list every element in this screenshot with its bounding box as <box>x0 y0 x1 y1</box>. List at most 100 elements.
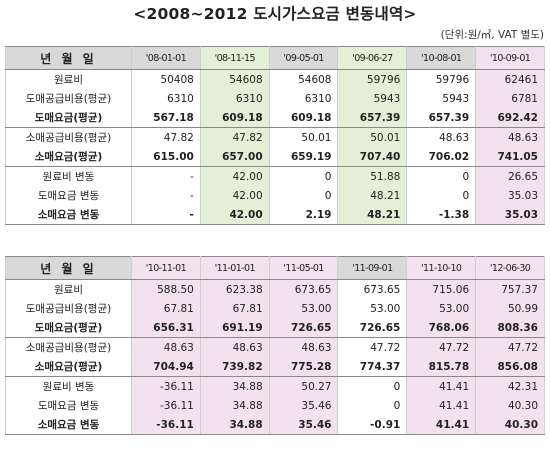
table-cell: 50.01 <box>337 127 408 147</box>
table-cell: 67.81 <box>131 299 201 318</box>
table-cell: 815.78 <box>406 357 477 377</box>
table-cell: 40.30 <box>475 415 545 435</box>
table-cell: - <box>131 205 201 225</box>
table-cell: 34.88 <box>199 415 270 435</box>
table-cell: 0 <box>406 166 477 186</box>
table-cell: 0 <box>337 396 408 415</box>
table-cell: -36.11 <box>131 396 201 415</box>
column-date: '11-05-01 <box>268 256 339 280</box>
table-cell: 657.00 <box>199 147 270 167</box>
table-cell: 5943 <box>337 89 408 108</box>
row-label: 소매요금(평균) <box>5 357 132 377</box>
table-cell: 673.65 <box>337 279 408 299</box>
table-cell: 567.18 <box>131 108 201 128</box>
table-row: 도매요금(평균) 567.18 609.18 609.18 657.39 657.39 69… <box>5 108 545 128</box>
table-cell: 42.31 <box>475 376 545 396</box>
table-cell: 47.72 <box>406 337 477 357</box>
table-cell: 53.00 <box>268 299 339 318</box>
table-row: 소매요금(평균) 615.00 657.00 659.19 707.40 706.02 74… <box>5 147 545 167</box>
table-cell: 42.00 <box>199 205 270 225</box>
table-cell: 707.40 <box>337 147 408 167</box>
table-cell: 775.28 <box>268 357 339 377</box>
table-cell: 40.30 <box>475 396 545 415</box>
table-cell: 657.39 <box>337 108 408 128</box>
table-cell: 768.06 <box>406 318 477 338</box>
table-cell: 623.38 <box>199 279 270 299</box>
table-cell: 692.42 <box>475 108 545 128</box>
table-cell: - <box>131 166 201 186</box>
table-cell: 41.41 <box>406 415 477 435</box>
table-row: 소매요금(평균) 704.94 739.82 775.28 774.37 815.78 85… <box>5 357 545 377</box>
row-label: 소매요금 변동 <box>5 415 132 435</box>
table-cell: 48.21 <box>337 186 408 205</box>
table-cell: 673.65 <box>268 279 339 299</box>
table-cell: -36.11 <box>131 415 201 435</box>
table-cell: 657.39 <box>406 108 477 128</box>
header-date-label: 년 월 일 <box>5 46 132 70</box>
table-cell: 715.06 <box>406 279 477 299</box>
table-cell: 704.94 <box>131 357 201 377</box>
column-date: '10-08-01 <box>406 46 477 70</box>
table-cell: 774.37 <box>337 357 408 377</box>
table-cell: 54608 <box>268 69 339 89</box>
column-date: '08-01-01 <box>131 46 201 70</box>
rate-table-2008-2010: 년 월 일 '08-01-01'08-11-15'09-05-01'09-06-2… <box>5 46 545 225</box>
row-label: 도매공급비용(평균) <box>5 299 132 318</box>
table-cell: 2.19 <box>268 205 339 225</box>
row-label: 도매요금 변동 <box>5 396 132 415</box>
table-cell: 739.82 <box>199 357 270 377</box>
table-cell: 51.88 <box>337 166 408 186</box>
table-cell: 50408 <box>131 69 201 89</box>
row-label: 원료비 변동 <box>5 166 132 186</box>
table-cell: 41.41 <box>406 376 477 396</box>
table-cell: 808.36 <box>475 318 545 338</box>
table-cell: 691.19 <box>199 318 270 338</box>
table-header-row: 년 월 일 '10-11-01'11-01-01'11-05-01'11-09-0… <box>5 256 545 280</box>
table-row: 소매요금 변동 -42.00 2.19 48.21 -1.38 35.03 <box>5 205 545 225</box>
table-row: 도매요금(평균) 656.31 691.19 726.65 726.65 768.06 80… <box>5 318 545 338</box>
unit-note: (단위:원/㎥, VAT 별도) <box>440 29 544 41</box>
table-cell: 35.03 <box>475 205 545 225</box>
table-cell: 856.08 <box>475 357 545 377</box>
table-cell: 615.00 <box>131 147 201 167</box>
header-date-label: 년 월 일 <box>5 256 132 280</box>
table-cell: 67.81 <box>199 299 270 318</box>
table-cell: 34.88 <box>199 396 270 415</box>
table-cell: 50.99 <box>475 299 545 318</box>
table-cell: 656.31 <box>131 318 201 338</box>
table-cell: 35.46 <box>268 396 339 415</box>
page-title: <2008~2012 도시가스요금 변동내역> <box>133 5 417 23</box>
column-date: '10-11-01 <box>131 256 201 280</box>
table-cell: 757.37 <box>475 279 545 299</box>
table-cell: 6310 <box>199 89 270 108</box>
table-cell: 53.00 <box>406 299 477 318</box>
table-cell: 659.19 <box>268 147 339 167</box>
table-cell: 0 <box>337 376 408 396</box>
table-cell: 47.72 <box>475 337 545 357</box>
table-cell: 35.46 <box>268 415 339 435</box>
table-cell: 0 <box>406 186 477 205</box>
column-date: '11-09-01 <box>337 256 408 280</box>
table-cell: 706.02 <box>406 147 477 167</box>
table-cell: -1.38 <box>406 205 477 225</box>
row-label: 도매요금(평균) <box>5 318 132 338</box>
table-cell: 588.50 <box>131 279 201 299</box>
table-cell: 726.65 <box>337 318 408 338</box>
row-label: 소매요금 변동 <box>5 205 132 225</box>
row-label: 원료비 변동 <box>5 376 132 396</box>
table-cell: 5943 <box>406 89 477 108</box>
table-cell: 6310 <box>268 89 339 108</box>
table-cell: 26.65 <box>475 166 545 186</box>
table-row: 소매요금 변동 -36.11 34.88 35.46 -0.91 41.41 40.30 <box>5 415 545 435</box>
row-label: 소매공급비용(평균) <box>5 127 132 147</box>
table-row: 도매공급비용(평균) 6310 6310 6310 5943 5943 6781 <box>5 89 545 108</box>
table-cell: 59796 <box>406 69 477 89</box>
table-cell: -0.91 <box>337 415 408 435</box>
table-row: 소매공급비용(평균) 47.82 47.82 50.01 50.01 48.63 48.63 <box>5 127 545 147</box>
table-cell: 42.00 <box>199 166 270 186</box>
table-row: 도매요금 변동 -36.11 34.88 35.46 0 41.41 40.30 <box>5 396 545 415</box>
table-cell: 48.63 <box>268 337 339 357</box>
row-label: 원료비 <box>5 279 132 299</box>
table-cell: 62461 <box>475 69 545 89</box>
table-cell: - <box>131 186 201 205</box>
